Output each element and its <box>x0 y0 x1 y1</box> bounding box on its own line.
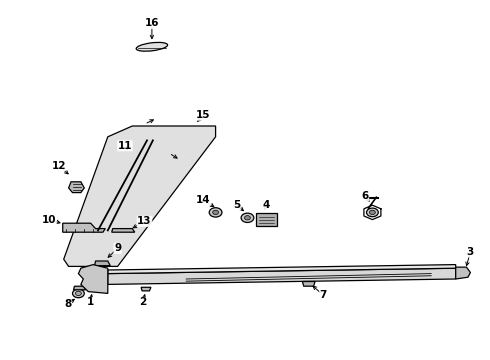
Text: 13: 13 <box>137 216 152 226</box>
Ellipse shape <box>136 42 168 51</box>
Text: 10: 10 <box>42 215 56 225</box>
Text: 9: 9 <box>114 243 121 253</box>
Text: 3: 3 <box>467 247 474 257</box>
Text: 12: 12 <box>51 161 66 171</box>
Circle shape <box>209 208 222 217</box>
Text: 11: 11 <box>118 141 132 151</box>
Circle shape <box>369 210 375 215</box>
Polygon shape <box>69 182 84 193</box>
Polygon shape <box>63 223 105 232</box>
Polygon shape <box>74 286 86 290</box>
Polygon shape <box>108 268 456 284</box>
FancyBboxPatch shape <box>256 213 277 226</box>
Circle shape <box>213 210 219 215</box>
Text: 5: 5 <box>233 200 240 210</box>
Circle shape <box>73 289 84 298</box>
Polygon shape <box>112 229 135 232</box>
Polygon shape <box>95 261 110 266</box>
Circle shape <box>245 216 250 220</box>
Polygon shape <box>302 282 315 286</box>
Text: 7: 7 <box>319 290 327 300</box>
Polygon shape <box>456 267 470 279</box>
Polygon shape <box>64 126 216 266</box>
Text: 1: 1 <box>87 297 94 307</box>
Circle shape <box>241 213 254 222</box>
Polygon shape <box>108 265 456 274</box>
Polygon shape <box>78 265 108 293</box>
Circle shape <box>367 208 378 217</box>
Text: 14: 14 <box>196 195 211 205</box>
Text: 6: 6 <box>362 191 368 201</box>
Text: 4: 4 <box>262 200 270 210</box>
Text: 15: 15 <box>196 110 211 120</box>
Text: 8: 8 <box>64 299 71 309</box>
Text: 2: 2 <box>140 297 147 307</box>
Text: 16: 16 <box>145 18 159 28</box>
Polygon shape <box>141 287 151 291</box>
Circle shape <box>75 291 81 296</box>
